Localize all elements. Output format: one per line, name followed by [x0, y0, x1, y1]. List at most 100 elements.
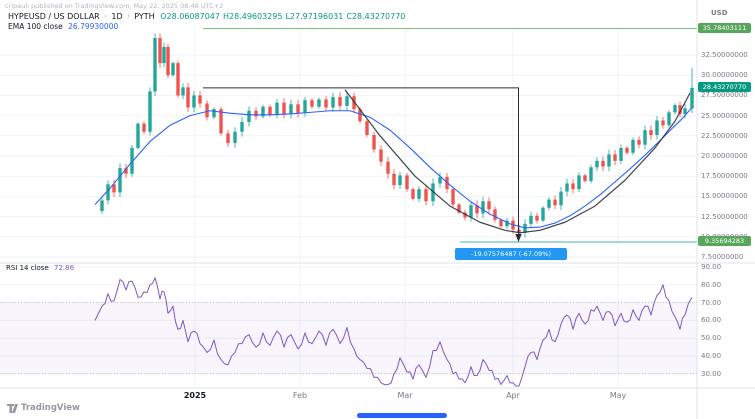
candle-body — [499, 219, 503, 227]
candle-body — [475, 205, 479, 214]
price-axis-label: 17.50000000 — [701, 172, 748, 181]
candle-body — [451, 189, 455, 205]
candle-body — [505, 220, 509, 227]
header-separator: · — [127, 12, 130, 21]
candle-body — [158, 38, 162, 64]
time-axis-label: Mar — [397, 391, 413, 400]
candle-body — [535, 215, 539, 221]
candle-body — [667, 112, 671, 126]
measure-tool-label[interactable]: -19.07576487 (-67.09%) — [455, 248, 567, 260]
publish-info: cripauli published on TradingView.com, M… — [5, 2, 224, 10]
time-axis-label: May — [609, 391, 627, 400]
measure-arrowhead — [515, 233, 522, 242]
candle-body — [541, 207, 545, 221]
rsi-axis-label: 70.00 — [701, 298, 722, 307]
candle-body — [112, 184, 116, 193]
rsi-axis-label: 30.00 — [701, 369, 722, 378]
candle-body — [233, 131, 237, 144]
candle-body — [148, 91, 152, 132]
timeframe-label[interactable]: 1D — [111, 12, 123, 21]
candle-body — [212, 109, 216, 118]
candle-body — [411, 189, 415, 199]
candle-body — [296, 104, 300, 114]
candle-body — [637, 139, 641, 145]
candle-body — [331, 97, 335, 108]
rsi-band — [0, 302, 697, 374]
candle-body — [198, 95, 202, 104]
candle-body — [379, 149, 383, 162]
candle-body — [619, 147, 623, 161]
candle-body — [690, 87, 694, 109]
candle-body — [424, 189, 428, 202]
candle-body — [275, 102, 279, 115]
candle-body — [405, 175, 409, 190]
candle-body — [493, 209, 497, 220]
ema-line — [94, 107, 693, 229]
candle-body — [529, 215, 533, 224]
price-axis-label: 15.00000000 — [701, 192, 748, 201]
scroll-indicator-bar[interactable] — [357, 413, 447, 418]
candle-body — [583, 175, 587, 182]
candle-body — [559, 191, 563, 206]
exchange-label[interactable]: PYTH — [134, 12, 155, 21]
candle-body — [118, 168, 122, 193]
rsi-indicator-legend[interactable]: RSI 14 close 72.86 — [6, 264, 74, 272]
candle-body — [166, 46, 170, 76]
candle-body — [607, 154, 611, 167]
candle-body — [673, 105, 677, 113]
price-axis-label: 27.50000000 — [701, 91, 748, 100]
candle-body — [130, 147, 134, 174]
candle-body — [289, 104, 293, 114]
price-axis-label: 22.50000000 — [701, 131, 748, 140]
candle-body — [613, 154, 617, 161]
currency-label: USD — [711, 9, 728, 17]
rsi-axis-label: 40.00 — [701, 352, 722, 360]
time-axis-label: Feb — [292, 391, 308, 400]
candle-body — [643, 130, 647, 145]
candle-body — [365, 121, 369, 135]
candle-body — [577, 175, 581, 190]
candle-body — [547, 199, 551, 208]
price-axis-label: 7.50000000 — [701, 253, 744, 261]
cup-curve-drawing[interactable] — [344, 89, 691, 234]
alert-price-badge-bottom: 9.35694283 — [698, 236, 751, 247]
candle-body — [176, 63, 180, 96]
rsi-axis-label: 90.00 — [701, 263, 722, 271]
price-axis-label: 25.00000000 — [701, 111, 748, 120]
candle-body — [487, 201, 491, 210]
ohlc-value-c: C28.43270770 — [346, 12, 406, 21]
price-axis-label: 20.00000000 — [701, 152, 748, 160]
candle-body — [324, 99, 328, 108]
candle-body — [565, 183, 569, 192]
tradingview-attribution[interactable]: TradingView — [7, 402, 80, 413]
candle-body — [219, 109, 223, 134]
tradingview-logo-icon — [7, 404, 18, 413]
candle-body — [181, 87, 185, 96]
candle-body — [136, 123, 140, 148]
candle-body — [595, 160, 599, 168]
candle-body — [678, 105, 682, 114]
candle-body — [683, 108, 687, 114]
candle-body — [463, 212, 467, 218]
symbol-title[interactable]: HYPEUSD / US DOLLAR — [8, 12, 100, 21]
candle-body — [205, 103, 209, 118]
candle-body — [338, 97, 342, 106]
time-axis-label: 2025 — [183, 391, 207, 400]
candle-body — [438, 177, 442, 184]
time-axis-label: Apr — [506, 391, 520, 400]
candle-body — [186, 87, 190, 108]
candle-body — [317, 99, 321, 107]
rsi-axis-label: 50.00 — [701, 334, 722, 343]
rsi-axis-label: 80.00 — [701, 280, 722, 289]
candle-body — [261, 106, 265, 117]
candle-body — [631, 139, 635, 153]
candle-body — [386, 161, 390, 174]
candle-body — [655, 120, 659, 135]
candle-body — [254, 110, 258, 117]
ema-indicator-legend[interactable]: EMA 100 close 26.79930000 — [8, 22, 118, 31]
candle-body — [171, 63, 175, 76]
candle-body — [589, 167, 593, 182]
ohlc-value-l: L27.97196031 — [285, 12, 344, 21]
